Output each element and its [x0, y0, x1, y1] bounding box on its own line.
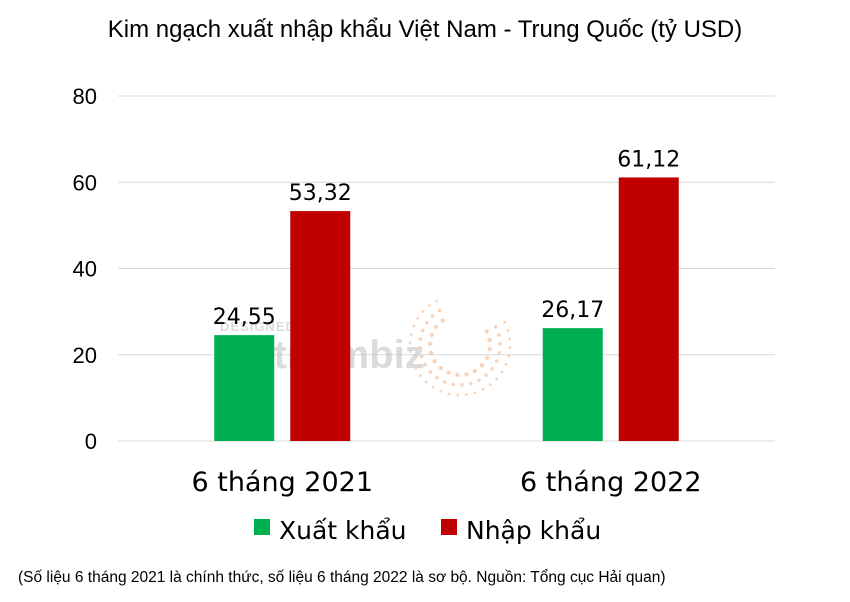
watermark-dot: [425, 320, 429, 325]
watermark-dot: [494, 359, 499, 363]
data-label: 53,32: [289, 181, 352, 206]
watermark-dot: [418, 346, 422, 350]
watermark-dot: [487, 346, 492, 352]
watermark-dot: [430, 314, 435, 318]
footnote: (Số liệu 6 tháng 2021 là chính thức, số …: [18, 569, 666, 586]
y-tick-label: 0: [85, 429, 97, 454]
data-labels: 24,55 53,32 26,17 61,12: [213, 147, 680, 330]
watermark-dot: [442, 380, 447, 384]
bar-xuat-khau: [214, 335, 275, 441]
watermark-dot: [447, 392, 451, 396]
watermark-dot: [508, 337, 512, 341]
bar-nhap-khau: [618, 177, 679, 442]
legend-label-xuat-khau: Xuất khẩu: [279, 516, 407, 545]
watermark-dot: [432, 358, 437, 364]
watermark-dot: [409, 333, 413, 336]
data-label: 26,17: [541, 298, 604, 323]
watermark-sun-icon: [408, 299, 512, 397]
watermark-dot: [479, 363, 485, 368]
y-tick-label: 60: [73, 170, 97, 195]
watermark-dot: [418, 374, 422, 377]
data-label: 24,55: [213, 305, 276, 330]
watermark-dot: [428, 350, 434, 356]
watermark-dot: [423, 362, 427, 367]
watermark-dot: [438, 365, 443, 371]
watermark-dot: [508, 346, 512, 349]
watermark-dot: [477, 378, 481, 383]
legend: Xuất khẩu Nhập khẩu: [254, 516, 601, 545]
watermark-dot: [427, 341, 433, 347]
watermark-dot: [451, 382, 455, 387]
watermark-dot: [414, 366, 418, 370]
watermark-dot: [495, 377, 499, 381]
watermark-dot: [498, 342, 502, 346]
y-tick-label: 80: [73, 84, 97, 109]
watermark-dot: [455, 372, 460, 378]
data-label: 61,12: [617, 147, 680, 172]
chart-title: Kim ngạch xuất nhập khẩu Việt Nam - Trun…: [108, 16, 743, 43]
watermark-dot: [506, 328, 510, 332]
y-tick-label: 40: [73, 257, 97, 282]
watermark-dot: [440, 318, 445, 323]
legend-label-nhap-khau: Nhập khẩu: [466, 516, 601, 545]
watermark-dot: [484, 373, 488, 378]
watermark-dot: [419, 354, 424, 359]
watermark-dot: [420, 328, 425, 333]
watermark-dot: [439, 389, 443, 393]
bar-nhap-khau: [290, 211, 351, 441]
watermark-dot: [433, 324, 439, 330]
watermark-dot: [488, 383, 492, 387]
watermark-dot: [428, 370, 433, 374]
watermark-dot: [503, 320, 506, 324]
watermark-dot: [496, 333, 501, 337]
watermark-dot: [456, 393, 460, 397]
watermark-dot: [408, 341, 412, 345]
watermark-dot: [490, 366, 494, 371]
watermark-dot: [435, 375, 439, 380]
watermark-dot: [418, 337, 423, 341]
watermark-dot: [473, 391, 477, 395]
watermark-dot: [446, 370, 451, 375]
watermark-dot: [500, 370, 504, 374]
watermark-dot: [497, 350, 502, 355]
y-tick-label: 20: [73, 343, 97, 368]
watermark-dot: [429, 332, 434, 338]
watermark-dot: [435, 299, 438, 303]
bars: [214, 177, 679, 442]
watermark-dot: [410, 358, 414, 362]
watermark-dot: [412, 324, 416, 328]
watermark-dot: [464, 372, 469, 377]
x-tick-label: 6 tháng 2021: [191, 467, 373, 498]
watermark-dot: [431, 385, 435, 389]
watermark-dot: [468, 381, 473, 386]
watermark-dot: [484, 329, 489, 334]
watermark-dot: [424, 380, 428, 384]
watermark-dot: [487, 337, 492, 343]
watermark-dot: [481, 388, 485, 391]
watermark-dot: [409, 350, 412, 354]
x-axis-labels: 6 tháng 2021 6 tháng 2022: [191, 467, 701, 498]
bar-xuat-khau: [542, 328, 603, 441]
x-tick-label: 6 tháng 2022: [520, 467, 702, 498]
watermark-dot: [472, 368, 478, 374]
y-axis-ticks: 0 20 40 60 80: [73, 84, 97, 454]
watermark-dot: [460, 383, 464, 387]
legend-swatch-xuat-khau: [254, 519, 270, 535]
watermark-dot: [416, 316, 420, 320]
watermark-dot: [507, 354, 511, 358]
watermark-dot: [421, 310, 425, 313]
watermark-dot: [427, 304, 431, 307]
watermark-dot: [493, 325, 498, 329]
watermark-dot: [484, 355, 490, 361]
watermark-dot: [437, 308, 442, 313]
watermark-dot: [504, 362, 508, 366]
watermark-dot: [465, 393, 468, 396]
legend-swatch-nhap-khau: [441, 519, 457, 535]
